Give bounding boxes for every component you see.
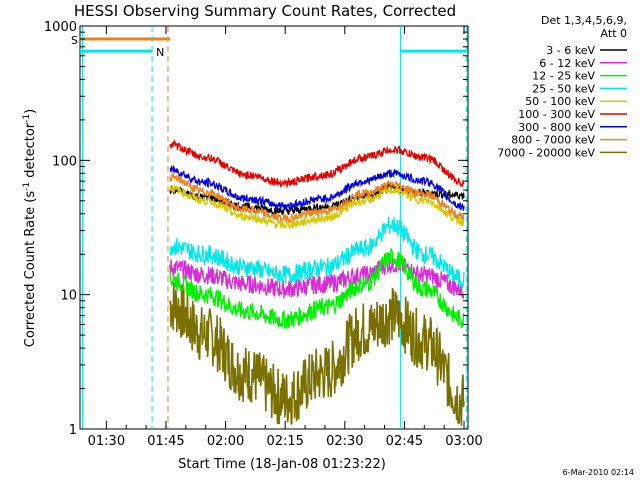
y-label-part-1: Corrected Count Rate (s (23, 191, 38, 348)
y-axis: 1 10 100 1000 (44, 20, 468, 438)
y-axis-label: Corrected Count Rate (s-1 detector-1) (22, 109, 38, 347)
footer-date: 6-Mar-2010 02:14 (563, 468, 634, 477)
series-layer (169, 139, 465, 426)
legend-entry-label: 12 - 25 keV (532, 70, 595, 83)
series-line (169, 164, 465, 211)
y-label-sup-1: -1 (22, 182, 32, 191)
series-line (169, 139, 465, 189)
y-tick-label: 1 (69, 423, 77, 438)
legend-header-2: Att 0 (601, 27, 627, 40)
legend-entry-label: 7000 - 20000 keV (497, 146, 595, 159)
legend-entry-label: 100 - 300 keV (518, 108, 595, 121)
flag-label: N (156, 46, 164, 59)
y-tick-label: 1000 (44, 20, 77, 35)
y-tick-label: 100 (52, 154, 77, 169)
legend-entry-label: 50 - 100 keV (525, 95, 595, 108)
legend-entry-label: 3 - 6 keV (546, 44, 595, 57)
y-label-part-2: detector (23, 122, 38, 182)
y-tick-label: 10 (60, 289, 77, 304)
legend-entry-label: 300 - 800 keV (518, 121, 595, 134)
x-tick-label: 02:30 (326, 434, 363, 449)
x-axis-label: Start Time (18-Jan-08 01:23:22) (178, 457, 386, 472)
x-tick-label: 02:15 (266, 434, 303, 449)
vlines-layer (82, 26, 468, 429)
series-line (169, 254, 465, 299)
y-label-part-3: ) (23, 109, 38, 114)
flag-label: S (71, 34, 78, 47)
flags-layer: SN (71, 34, 467, 59)
x-tick-label: 01:30 (88, 434, 125, 449)
x-tick-label: 02:45 (386, 434, 423, 449)
x-axis: 01:30 01:45 02:00 02:15 02:30 02:45 03:00 (88, 26, 483, 449)
plot-frame (79, 25, 469, 430)
series-line (169, 248, 465, 329)
x-tick-label: 02:00 (207, 434, 244, 449)
x-tick-label: 01:45 (147, 434, 184, 449)
x-tick-label: 03:00 (445, 434, 482, 449)
series-line (169, 282, 465, 426)
legend-entry-label: 6 - 12 keV (539, 57, 595, 70)
legend-entry-label: 800 - 7000 keV (511, 134, 595, 147)
legend-entry-label: 25 - 50 keV (532, 82, 595, 95)
y-label-sup-2: -1 (22, 114, 32, 123)
chart-title: HESSI Observing Summary Count Rates, Cor… (74, 2, 456, 20)
series-line (169, 217, 465, 289)
series-line (169, 173, 465, 224)
legend-header-1: Det 1,3,4,5,6,9, (541, 14, 627, 27)
